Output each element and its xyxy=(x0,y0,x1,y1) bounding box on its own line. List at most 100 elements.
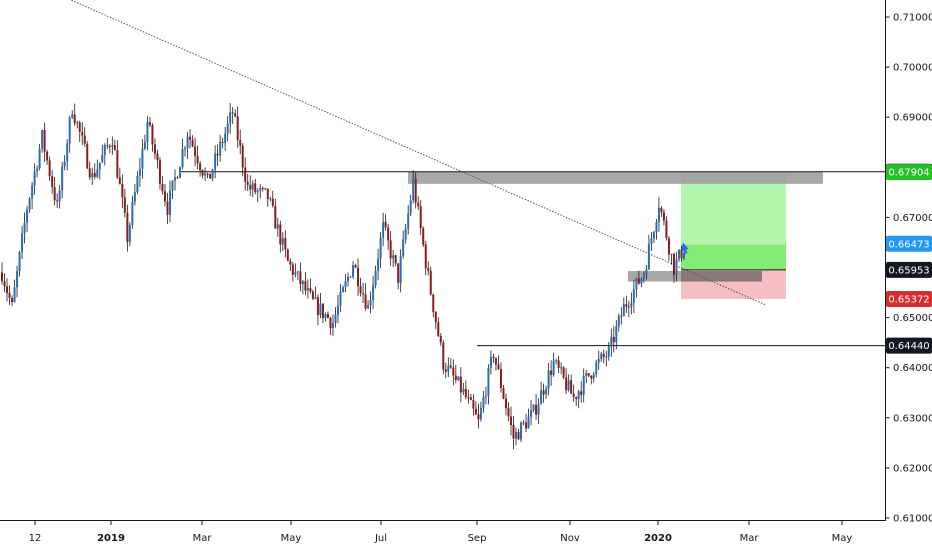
candle-body xyxy=(281,238,284,245)
x-tick-label: Nov xyxy=(560,533,580,544)
support-box-overlap[interactable] xyxy=(681,271,762,282)
candle-body xyxy=(417,202,420,207)
candle-body xyxy=(645,269,648,275)
candle-body xyxy=(23,222,26,234)
price-badge-black xyxy=(886,261,932,278)
candle-body xyxy=(379,237,382,259)
candle-body xyxy=(680,249,683,259)
candle-body xyxy=(86,143,89,169)
candle-body xyxy=(507,408,510,417)
price-badge-label: 0.65953 xyxy=(888,265,929,276)
candle-body xyxy=(349,276,352,278)
candle-body xyxy=(96,169,99,177)
candle-body xyxy=(294,272,297,275)
candle-body xyxy=(535,404,538,415)
candle-body xyxy=(562,367,565,378)
candle-body xyxy=(1,272,3,282)
candle-body xyxy=(527,416,530,429)
take-profit-active-zone[interactable] xyxy=(681,244,786,270)
candle-body xyxy=(291,264,294,275)
candle-body xyxy=(397,263,400,283)
candle-body xyxy=(118,177,121,185)
candle-body xyxy=(214,153,217,170)
candle-body xyxy=(48,160,51,177)
candle-body xyxy=(158,160,161,184)
candle-body xyxy=(126,212,129,242)
candle-body xyxy=(6,286,9,294)
candle-body xyxy=(306,288,309,291)
candle-body xyxy=(259,187,262,191)
candle-body xyxy=(560,367,563,369)
candle-body xyxy=(637,278,640,284)
candle-body xyxy=(63,161,66,167)
candle-body xyxy=(492,356,495,358)
candle-body xyxy=(484,396,487,398)
candle-body xyxy=(635,278,638,290)
candle-body xyxy=(595,362,598,375)
candle-body xyxy=(452,367,455,376)
y-tick-label: 0.71000 xyxy=(893,13,932,24)
candle-body xyxy=(407,213,410,229)
candle-body xyxy=(602,353,605,357)
candle-body xyxy=(630,302,633,307)
candle-body xyxy=(625,304,628,307)
price-badge-red xyxy=(886,290,932,307)
x-tick-label: 2020 xyxy=(644,533,672,544)
candle-body xyxy=(369,299,372,306)
candle-body xyxy=(111,145,114,148)
drawing-lines-layer xyxy=(0,0,886,347)
candle-body xyxy=(347,276,350,282)
candle-body xyxy=(43,130,46,152)
candle-body xyxy=(191,139,194,147)
candle-body xyxy=(241,145,244,168)
candle-body xyxy=(439,335,442,343)
candle-body xyxy=(585,372,588,376)
candle-body xyxy=(374,270,377,286)
candle-body xyxy=(91,173,94,178)
price-badges: 0.679120.679040.664730.659530.653720.644… xyxy=(886,163,932,354)
candle-body xyxy=(21,233,24,253)
candle-body xyxy=(670,253,673,255)
candle-body xyxy=(264,188,267,190)
candle-body xyxy=(231,112,234,114)
candle-body xyxy=(256,190,259,193)
resistance-box[interactable] xyxy=(408,171,823,184)
candle-body xyxy=(13,287,16,303)
candle-body xyxy=(28,198,31,210)
candle-body xyxy=(457,376,460,381)
candle-body xyxy=(555,360,558,362)
candle-body xyxy=(81,131,84,136)
candle-body xyxy=(617,315,620,327)
candle-body xyxy=(552,360,555,375)
candle-body xyxy=(557,360,560,369)
candle-body xyxy=(487,367,490,397)
candle-body xyxy=(103,145,106,155)
candle-body xyxy=(101,154,104,163)
price-badge-black xyxy=(886,337,932,354)
candle-body xyxy=(148,122,151,126)
candle-body xyxy=(657,207,660,223)
candle-body xyxy=(171,180,174,191)
candle-body xyxy=(16,270,19,288)
candle-body xyxy=(522,422,525,424)
candle-body xyxy=(497,364,500,370)
candle-body xyxy=(336,305,339,315)
candle-body xyxy=(520,422,523,440)
candle-body xyxy=(354,265,357,268)
candle-body xyxy=(660,207,663,213)
candle-body xyxy=(632,289,635,303)
descending-trendline[interactable] xyxy=(0,0,767,306)
candle-body xyxy=(590,375,593,379)
x-tick-label: 12 xyxy=(29,533,42,544)
candle-body xyxy=(133,192,136,202)
candle-body xyxy=(482,397,485,408)
x-tick-label: Jul xyxy=(374,533,387,544)
candle-body xyxy=(570,380,573,394)
candle-body xyxy=(672,253,675,275)
candle-body xyxy=(246,181,249,185)
candle-body xyxy=(509,416,512,426)
x-tick-label: May xyxy=(281,533,302,544)
candle-body xyxy=(204,173,207,176)
candle-body xyxy=(447,365,450,372)
